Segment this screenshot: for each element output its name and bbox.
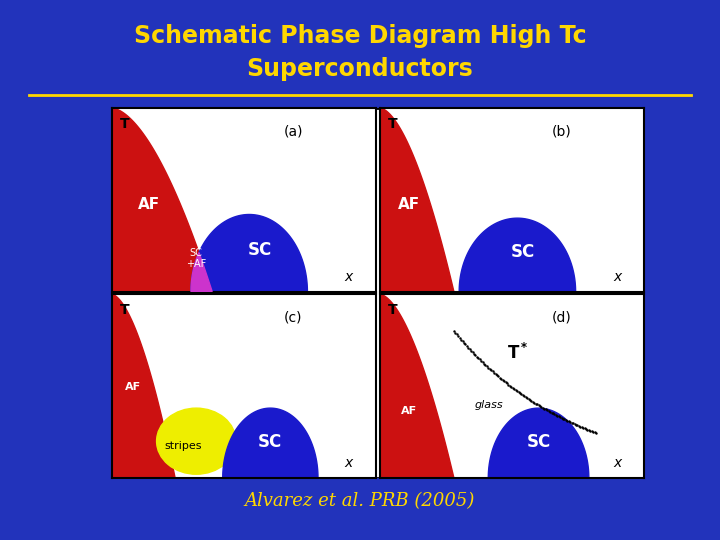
Polygon shape <box>191 214 307 292</box>
Polygon shape <box>380 108 454 292</box>
Text: SC: SC <box>258 433 282 451</box>
Text: $x$: $x$ <box>613 269 624 284</box>
Text: $\mathbf{T^*}$: $\mathbf{T^*}$ <box>507 342 528 362</box>
Polygon shape <box>488 408 589 478</box>
Text: (b): (b) <box>552 125 572 139</box>
Text: (a): (a) <box>284 125 303 139</box>
Text: AF: AF <box>125 382 141 392</box>
Text: AF: AF <box>398 197 420 212</box>
Text: stripes: stripes <box>164 441 202 450</box>
Text: $x$: $x$ <box>613 456 624 470</box>
Text: T: T <box>120 303 129 318</box>
Text: AF: AF <box>138 197 160 212</box>
Text: T: T <box>388 117 397 131</box>
Polygon shape <box>191 253 212 292</box>
Text: $x$: $x$ <box>344 456 355 470</box>
Ellipse shape <box>156 408 236 474</box>
Text: glass: glass <box>475 400 504 410</box>
Text: (c): (c) <box>284 311 302 325</box>
Text: $x$: $x$ <box>344 269 355 284</box>
Text: T: T <box>388 303 397 318</box>
Text: SC: SC <box>510 242 535 261</box>
Text: SC
+AF: SC +AF <box>186 248 207 269</box>
Polygon shape <box>459 218 575 292</box>
Text: Superconductors: Superconductors <box>247 57 473 80</box>
Text: (d): (d) <box>552 311 572 325</box>
Polygon shape <box>112 108 212 292</box>
Text: SC: SC <box>526 433 551 451</box>
Text: SC: SC <box>248 241 272 259</box>
Polygon shape <box>222 408 318 478</box>
Text: Alvarez et al. PRB (2005): Alvarez et al. PRB (2005) <box>245 492 475 510</box>
Polygon shape <box>380 294 454 478</box>
Polygon shape <box>112 294 175 478</box>
Text: Schematic Phase Diagram High Tc: Schematic Phase Diagram High Tc <box>134 24 586 48</box>
Text: T: T <box>120 117 129 131</box>
Text: AF: AF <box>401 406 417 416</box>
